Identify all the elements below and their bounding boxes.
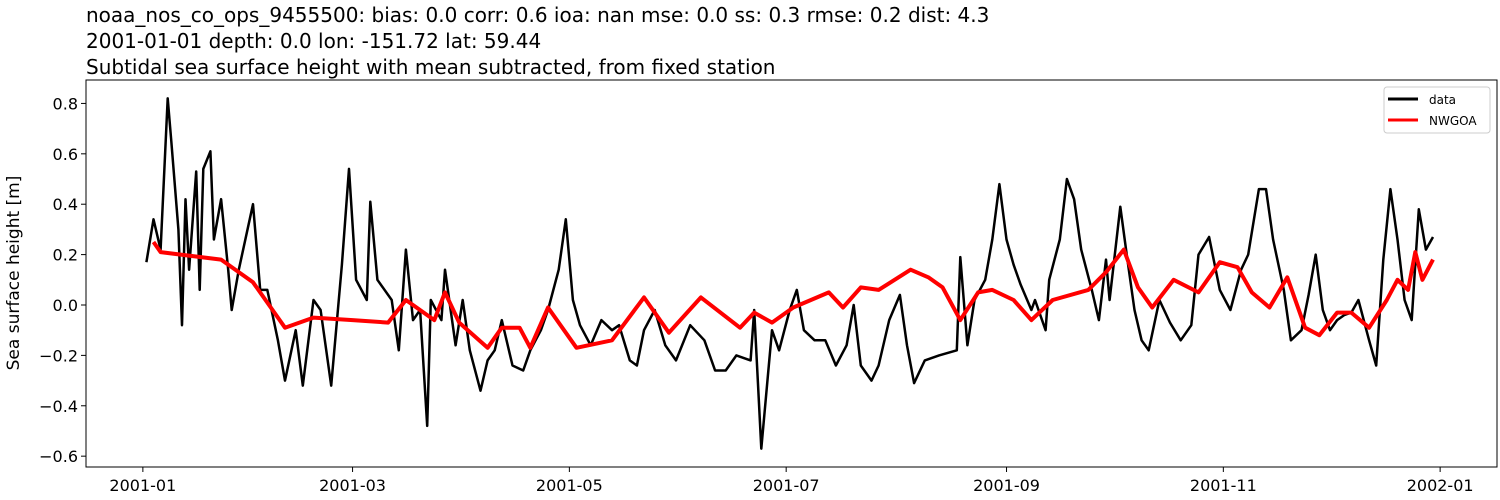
- x-tick-label: 2001-05: [536, 476, 603, 495]
- x-tick-label: 2002-01: [1407, 476, 1474, 495]
- y-tick-label: −0.4: [39, 397, 78, 416]
- y-tick-label: 0.6: [53, 145, 78, 164]
- plot-area: 2001-01 2001-03 2001-05 2001-07 2001-09 2001-…: [39, 94, 1473, 495]
- chart-title-line-3: Subtidal sea surface height with mean su…: [86, 55, 775, 79]
- y-tick-label: −0.2: [39, 346, 78, 365]
- legend-label-data: data: [1429, 93, 1456, 107]
- series-line-nwgoa: [151, 240, 1435, 350]
- axes-frame: [85, 79, 1498, 468]
- y-tick-label: 0.8: [53, 94, 78, 113]
- x-tick-label: 2001-09: [973, 476, 1040, 495]
- chart-title-line-2: 2001-01-01 depth: 0.0 lon: -151.72 lat: …: [86, 29, 541, 53]
- x-tick-label: 2001-07: [753, 476, 820, 495]
- y-tick-label: 0.2: [53, 246, 78, 265]
- x-tick-label: 2001-11: [1190, 476, 1257, 495]
- legend-label-nwgoa: NWGOA: [1429, 114, 1477, 128]
- x-tick-label: 2001-03: [319, 476, 386, 495]
- series-line-data: [145, 97, 1435, 450]
- chart-title-line-1: noaa_nos_co_ops_9455500: bias: 0.0 corr:…: [86, 3, 989, 27]
- y-axis-label: Sea surface height [m]: [4, 176, 24, 371]
- y-tick-label: −0.6: [39, 447, 78, 466]
- y-tick-label: 0.4: [53, 195, 78, 214]
- x-tick-label: 2001-01: [109, 476, 176, 495]
- legend: data NWGOA: [1383, 86, 1491, 134]
- y-tick-label: 0.0: [53, 296, 78, 315]
